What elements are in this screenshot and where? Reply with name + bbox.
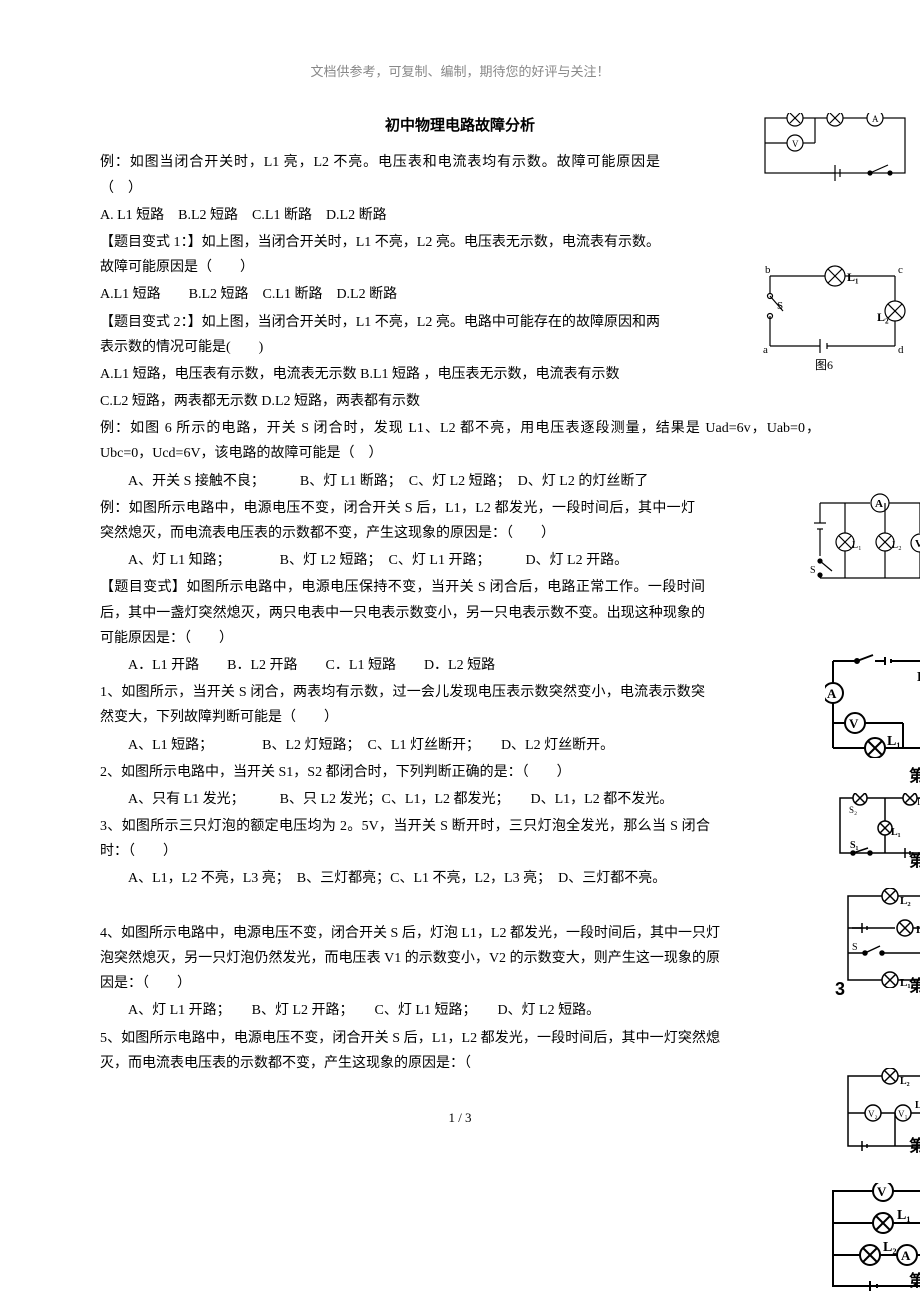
svg-text:L₁: L₁ bbox=[897, 1208, 911, 1223]
para-18: A、L1，L2 不亮，L3 亮； B、三灯都亮；C、L1 不亮，L2，L3 亮；… bbox=[100, 866, 820, 891]
svg-text:b: b bbox=[765, 264, 771, 276]
circuit-diagram-1: A V L₁ L₂ bbox=[760, 113, 910, 183]
para-7: 例：如图 6 所示的电路，开关 S 闭合时，发现 L1、L2 都不亮，用电压表逐… bbox=[100, 416, 820, 466]
para-5: A.L1 短路，电压表有示数，电流表无示数 B.L1 短路 ，电压表无示数，电流… bbox=[100, 362, 660, 387]
svg-text:a: a bbox=[763, 344, 768, 356]
para-2: 【题目变式 1：】如上图，当闭合开关时，L1 不亮，L2 亮。电压表无示数，电流… bbox=[100, 230, 660, 280]
svg-text:V: V bbox=[877, 1184, 887, 1199]
svg-text:V: V bbox=[849, 716, 859, 731]
svg-text:L₂: L₂ bbox=[892, 540, 902, 551]
para-10: A、灯 L1 知路； B、灯 L2 短路； C、灯 L1 开路； D、灯 L2 … bbox=[100, 548, 695, 573]
svg-text:L₂: L₂ bbox=[883, 1240, 897, 1255]
para-20: A、灯 L1 开路； B、灯 L2 开路； C、灯 L1 短路； D、灯 L2 … bbox=[100, 998, 720, 1023]
content-area: 初中物理电路故障分析 A V bbox=[0, 113, 920, 1076]
para-19: 4、如图所示电路中，电源电压不变，闭合开关 S 后，灯泡 L1，L2 都发光，一… bbox=[100, 921, 720, 997]
para-6: C.L2 短路，两表都无示数 D.L2 短路，两表都有示数 bbox=[100, 389, 660, 414]
para-13: 1、如图所示，当开关 S 闭合，两表均有示数，过一会儿发现电压表示数突然变小，电… bbox=[100, 680, 705, 730]
svg-text:V: V bbox=[792, 139, 799, 149]
svg-text:S: S bbox=[852, 942, 858, 953]
circuit-diagram-8: V A L₁ L₂ bbox=[825, 1183, 920, 1293]
svg-text:A: A bbox=[827, 686, 837, 701]
label-q1: 第1题 bbox=[909, 763, 920, 792]
para-4: 【题目变式 2：】如上图，当闭合开关时，L1 不亮，L2 亮。电路中可能存在的故… bbox=[100, 310, 660, 360]
para-14: A、L1 短路； B、L2 灯短路； C、L1 灯丝断开； D、L2 灯丝断开。 bbox=[100, 733, 820, 758]
para-9: 例：如图所示电路中，电源电压不变，闭合开关 S 后，L1，L2 都发光，一段时间… bbox=[100, 496, 695, 546]
circuit-diagram-4: A V L₂ L₁ bbox=[825, 653, 920, 758]
svg-text:V₂: V₂ bbox=[868, 1109, 878, 1119]
svg-text:S: S bbox=[777, 300, 783, 312]
svg-text:V₁: V₁ bbox=[898, 1109, 908, 1119]
svg-text:L₃: L₃ bbox=[916, 924, 920, 936]
svg-text:S₁: S₁ bbox=[850, 840, 859, 851]
svg-text:L₁: L₁ bbox=[847, 270, 859, 284]
para-12: A．L1 开路 B．L2 开路 C．L1 短路 D．L2 短路 bbox=[100, 653, 705, 678]
para-15: 2、如图所示电路中，当开关 S1，S2 都闭合时，下列判断正确的是：（ ） bbox=[100, 760, 710, 785]
circuit-diagram-5: S₂ L₂ S₁ L₁ bbox=[835, 793, 920, 863]
circuit-diagram-3: A V bbox=[810, 493, 920, 588]
svg-text:L₂: L₂ bbox=[877, 310, 889, 324]
circuit-diagram-7: V₂ V₁ L₂ L₁ bbox=[840, 1068, 920, 1153]
svg-text:L₁: L₁ bbox=[915, 1100, 920, 1111]
svg-text:L₁: L₁ bbox=[852, 540, 862, 551]
para-1: A. L1 短路 B.L2 短路 C.L1 断路 D.L2 断路 bbox=[100, 203, 660, 228]
label-q3: 第3题 bbox=[909, 973, 920, 1002]
svg-text:A: A bbox=[901, 1248, 911, 1263]
svg-text:图6: 图6 bbox=[815, 358, 833, 372]
svg-text:S: S bbox=[810, 565, 816, 576]
svg-text:L₂: L₂ bbox=[900, 1076, 910, 1087]
para-0: 例：如图当闭合开关时，L1 亮，L2 不亮。电压表和电流表均有示数。故障可能原因… bbox=[100, 150, 660, 200]
label-q4: 第4题 bbox=[909, 1133, 920, 1162]
svg-text:L₁: L₁ bbox=[891, 827, 901, 838]
para-17: 3、如图所示三只灯泡的额定电压均为 2。5V，当开关 S 断开时，三只灯泡全发光… bbox=[100, 814, 710, 864]
svg-text:V: V bbox=[915, 538, 920, 550]
circuit-diagram-2: b c a d S L₁ L₂ 图6 bbox=[755, 261, 910, 376]
para-blank bbox=[100, 894, 820, 919]
svg-text:A: A bbox=[872, 114, 879, 124]
page-footer: 1 / 3 bbox=[0, 1106, 920, 1149]
label-q2: 第2题 bbox=[909, 848, 920, 877]
svg-text:L₂: L₂ bbox=[900, 895, 911, 907]
svg-text:d: d bbox=[898, 344, 904, 356]
doc-title: 初中物理电路故障分析 bbox=[100, 113, 820, 140]
circuit-diagram-6: L₂ L₃ S L₁ bbox=[840, 888, 920, 988]
para-16: A、只有 L1 发光； B、只 L2 发光；C、L1，L2 都发光； D、L1，… bbox=[100, 787, 710, 812]
svg-text:A: A bbox=[875, 498, 883, 510]
svg-text:S₂: S₂ bbox=[849, 805, 857, 815]
para-21: 5、如图所示电路中，电源电压不变，闭合开关 S 后，L1，L2 都发光，一段时间… bbox=[100, 1026, 720, 1076]
para-11: 【题目变式】如图所示电路中，电源电压保持不变，当开关 S 闭合后，电路正常工作。… bbox=[100, 575, 705, 651]
label-num3: 3 bbox=[835, 973, 845, 1005]
para-3: A.L1 短路 B.L2 短路 C.L1 断路 D.L2 断路 bbox=[100, 282, 660, 307]
svg-text:c: c bbox=[898, 264, 903, 276]
para-8: A、开关 S 接触不良； B、灯 L1 断路； C、灯 L2 短路； D、灯 L… bbox=[100, 469, 820, 494]
svg-text:L₁: L₁ bbox=[887, 734, 901, 749]
label-q5: 第5题 bbox=[909, 1268, 920, 1297]
header-note: 文档供参考，可复制、编制，期待您的好评与关注！ bbox=[0, 60, 920, 83]
